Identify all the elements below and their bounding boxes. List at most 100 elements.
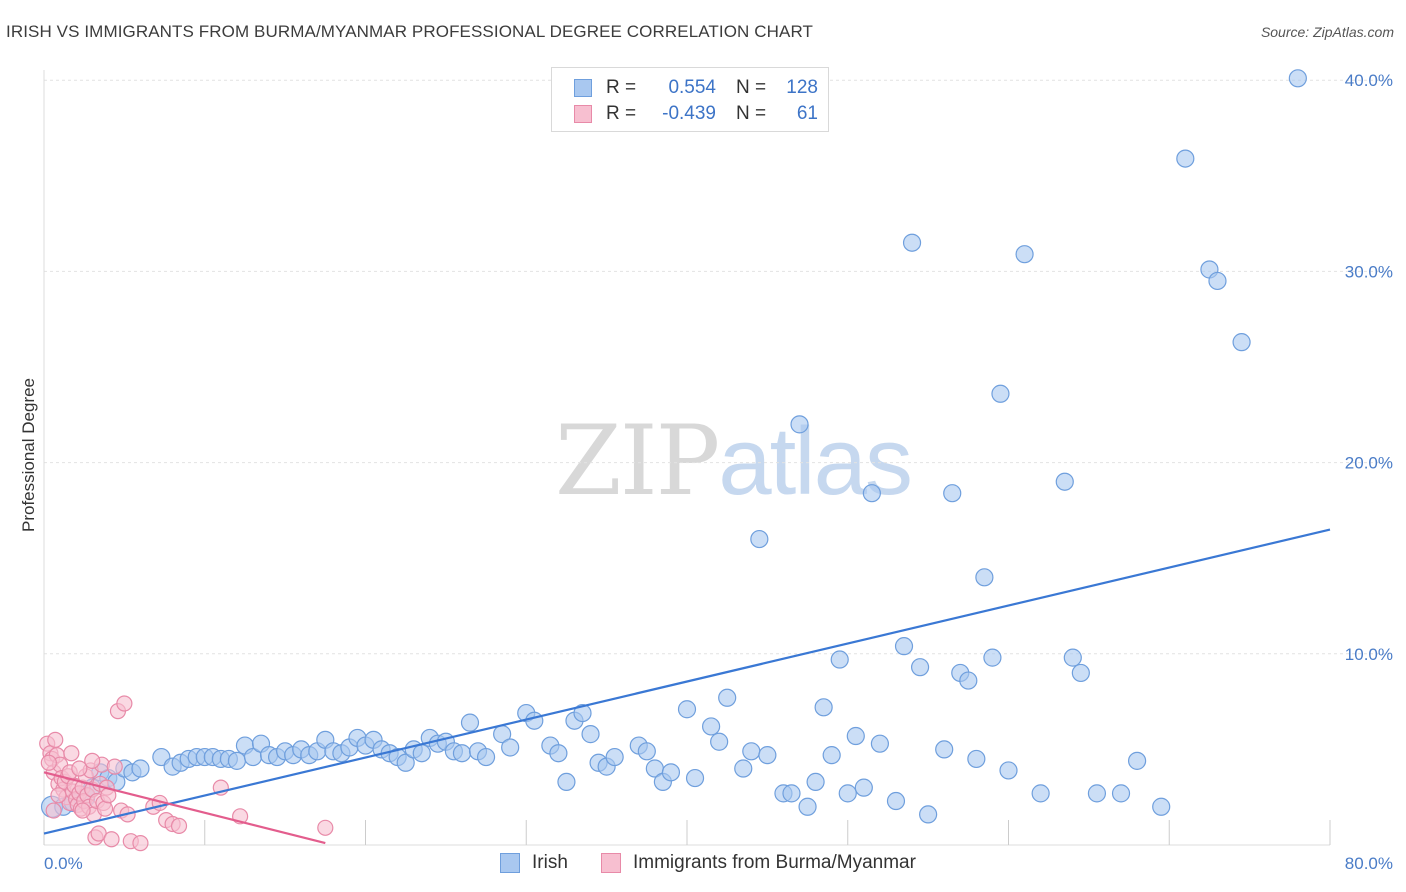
series-legend: Irish Immigrants from Burma/Myanmar xyxy=(0,852,1406,878)
y-tick-label-2: 30.0% xyxy=(1345,262,1393,281)
legend-n-label: N = xyxy=(736,77,767,98)
irish-point-58 xyxy=(557,772,576,792)
irish-point-71 xyxy=(685,768,705,788)
legend-n-label: N = xyxy=(736,103,767,124)
irish-point-76 xyxy=(742,742,761,761)
irish-point-100 xyxy=(959,671,978,690)
burma-point-55 xyxy=(50,787,67,804)
legend-row-burma: R = -0.439 N = 61 xyxy=(574,102,818,126)
burma-point-53 xyxy=(317,819,334,836)
irish-point-43 xyxy=(412,744,431,763)
irish-point-113 xyxy=(1127,751,1147,770)
irish-point-96 xyxy=(919,805,938,824)
irish-point-51 xyxy=(476,747,496,767)
irish-point-41 xyxy=(396,753,415,772)
irish-trend-line xyxy=(43,528,1331,835)
x-tick-label-0: 0.0% xyxy=(44,854,83,873)
y-tick-label-0: 10.0% xyxy=(1345,645,1393,664)
burma-point-58 xyxy=(84,752,101,769)
irish-point-93 xyxy=(894,637,914,656)
burma-point-38 xyxy=(103,831,120,848)
irish-point-89 xyxy=(854,778,873,797)
series-legend-irish[interactable]: Irish xyxy=(500,852,568,874)
irish-point-97 xyxy=(935,740,954,759)
irish-point-20 xyxy=(227,751,246,770)
x-tick-label-1: 80.0% xyxy=(1345,854,1393,873)
irish-point-106 xyxy=(1015,245,1034,264)
irish-point-80 xyxy=(782,784,801,803)
chart-title: IRISH VS IMMIGRANTS FROM BURMA/MYANMAR P… xyxy=(6,22,813,41)
irish-point-81 xyxy=(798,797,817,816)
irish-point-102 xyxy=(975,568,994,587)
irish-point-111 xyxy=(1087,784,1107,803)
irish-point-91 xyxy=(870,734,890,753)
irish-point-94 xyxy=(902,233,922,252)
irish-point-10 xyxy=(131,759,150,778)
burma-point-4 xyxy=(47,731,64,748)
source-note: Source: ZipAtlas.com xyxy=(1260,24,1394,40)
legend-swatch-irish xyxy=(574,79,592,97)
irish-point-109 xyxy=(1063,648,1082,667)
irish-point-77 xyxy=(750,529,769,549)
irish-point-103 xyxy=(983,648,1002,667)
irish-point-110 xyxy=(1071,663,1090,683)
irish-point-73 xyxy=(710,732,729,751)
irish-point-82 xyxy=(790,415,809,434)
irish-point-74 xyxy=(718,688,737,707)
irish-point-78 xyxy=(758,746,777,765)
irish-point-92 xyxy=(886,791,906,811)
irish-point-119 xyxy=(1288,69,1307,88)
series-legend-burma[interactable]: Immigrants from Burma/Myanmar xyxy=(601,852,916,874)
irish-point-105 xyxy=(999,761,1018,780)
irish-point-107 xyxy=(1031,784,1050,803)
watermark-zip: ZIP xyxy=(555,405,720,517)
burma-trend-line xyxy=(43,771,326,845)
legend-r-label: R = xyxy=(606,103,637,124)
watermark: ZIPatlas xyxy=(555,405,913,517)
irish-point-70 xyxy=(677,700,697,719)
irish-point-98 xyxy=(943,484,962,503)
burma-point-39 xyxy=(106,758,123,775)
legend-swatch-burma xyxy=(574,105,592,123)
irish-point-104 xyxy=(991,384,1010,403)
y-tick-label-3: 40.0% xyxy=(1345,71,1393,90)
irish-point-112 xyxy=(1111,784,1131,803)
irish-point-55 xyxy=(525,711,544,730)
irish-point-114 xyxy=(1152,797,1171,816)
irish-point-90 xyxy=(862,484,881,503)
irish-point-95 xyxy=(910,658,930,677)
irish-point-86 xyxy=(830,650,849,669)
burma-point-54 xyxy=(40,754,57,771)
irish-point-84 xyxy=(814,698,833,717)
irish-point-87 xyxy=(838,784,857,803)
irish-point-66 xyxy=(637,742,656,761)
legend-r-value: -0.439 xyxy=(662,103,716,124)
irish-point-83 xyxy=(806,772,825,792)
irish-point-60 xyxy=(573,703,592,723)
legend-row-irish: R = 0.554 N = 128 xyxy=(574,76,818,100)
series-label-burma: Immigrants from Burma/Myanmar xyxy=(633,852,916,873)
stats-legend: R = 0.554 N = 128 R = -0.439 N = 61 xyxy=(551,67,829,132)
burma-point-42 xyxy=(116,695,133,712)
irish-point-101 xyxy=(967,749,986,769)
burma-point-60 xyxy=(71,760,88,777)
irish-point-72 xyxy=(702,717,721,736)
burma-point-35 xyxy=(96,800,114,817)
legend-n-value: 128 xyxy=(786,77,818,98)
irish-point-53 xyxy=(501,738,520,757)
irish-point-48 xyxy=(452,744,472,763)
series-label-irish: Irish xyxy=(532,852,568,873)
series-swatch-burma xyxy=(601,853,621,873)
watermark-atlas: atlas xyxy=(718,408,913,515)
irish-point-118 xyxy=(1232,333,1251,352)
irish-point-49 xyxy=(460,713,480,732)
irish-point-88 xyxy=(846,726,865,746)
irish-point-108 xyxy=(1055,472,1074,491)
y-axis-label: Professional Degree xyxy=(19,378,38,532)
irish-point-85 xyxy=(822,746,841,765)
irish-point-115 xyxy=(1176,149,1195,168)
burma-point-50 xyxy=(170,817,188,834)
irish-point-75 xyxy=(734,759,753,778)
burma-point-45 xyxy=(132,834,149,852)
